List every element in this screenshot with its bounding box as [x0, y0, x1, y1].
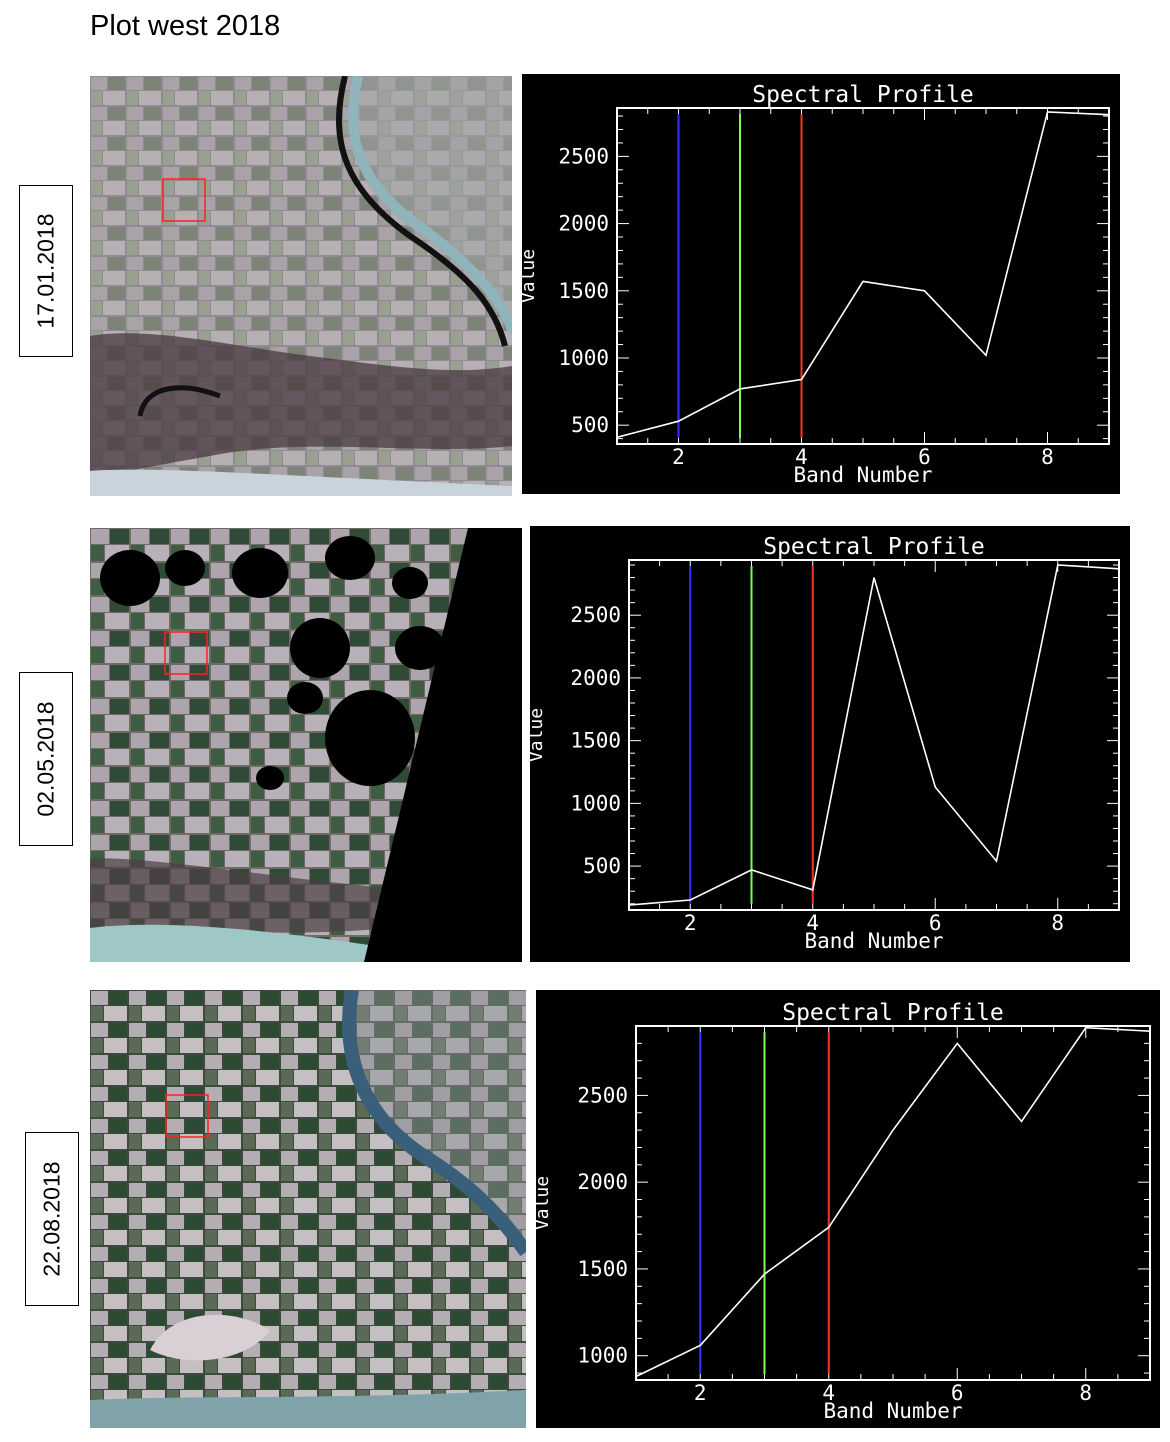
spectral-profile-line	[635, 1026, 1151, 1378]
y-tick-label: 2000	[558, 212, 609, 236]
y-tick-label: 2500	[558, 144, 609, 168]
satellite-image	[90, 990, 526, 1428]
plot-frame	[635, 1025, 1151, 1381]
plot-frame	[628, 559, 1120, 911]
y-axis-label: Value	[530, 708, 547, 762]
x-axis-label: Band Number	[804, 929, 943, 953]
x-tick-label: 6	[951, 1381, 964, 1405]
spectral-profile-chart: Spectral Profile 2 4 6 8 1000 1500 2000 2500 Band…	[536, 990, 1160, 1428]
satellite-image-graphic	[90, 76, 512, 496]
satellite-image-graphic	[90, 990, 526, 1428]
date-label: 17.01.2018	[32, 213, 59, 329]
spectral-profile-line	[616, 111, 1110, 439]
spectral-profile-chart: Spectral Profile 2 4 6 8 500 1000 1500 2000 2500 B…	[522, 74, 1120, 494]
x-tick-label: 8	[1079, 1381, 1092, 1405]
date-label-box: 17.01.2018	[19, 185, 73, 357]
y-tick-label: 500	[583, 854, 621, 878]
x-tick-label: 6	[929, 911, 942, 935]
x-tick-label: 8	[1041, 445, 1054, 469]
x-tick-label: 2	[694, 1381, 707, 1405]
chart-svg: Spectral Profile 2 4 6 8 500 1000 1500 2000 2500 B…	[522, 82, 1110, 487]
x-tick-label: 6	[918, 445, 931, 469]
date-label-box: 22.08.2018	[25, 1132, 79, 1306]
y-tick-label: 1500	[577, 1257, 628, 1281]
y-tick-label: 2500	[577, 1083, 628, 1107]
chart-svg: Spectral Profile 2 4 6 8 1000 1500 2000 2500 Band…	[536, 1000, 1151, 1423]
x-tick-label: 8	[1051, 911, 1064, 935]
x-axis-label: Band Number	[793, 463, 932, 487]
x-tick-label: 2	[684, 911, 697, 935]
page-title: Plot west 2018	[90, 10, 281, 42]
spectral-profile-chart: Spectral Profile 2 4 6 8 500 1000 1500 2000 2500 B…	[530, 526, 1130, 962]
x-axis-label: Band Number	[823, 1399, 962, 1423]
spectral-profile-line	[628, 564, 1120, 906]
x-tick-label: 4	[822, 1381, 835, 1405]
y-tick-label: 1500	[570, 729, 621, 753]
y-tick-label: 500	[571, 413, 609, 437]
x-tick-label: 4	[806, 911, 819, 935]
x-tick-label: 4	[795, 445, 808, 469]
y-tick-label: 2000	[577, 1170, 628, 1194]
y-tick-label: 1000	[577, 1344, 628, 1368]
x-tick-label: 2	[672, 445, 685, 469]
chart-title: Spectral Profile	[763, 534, 985, 560]
y-axis-label: Value	[522, 249, 539, 303]
roi-box	[164, 631, 208, 675]
roi-box	[162, 178, 206, 222]
satellite-image	[90, 76, 512, 496]
satellite-image-graphic	[90, 528, 522, 962]
satellite-image	[90, 528, 522, 962]
y-tick-label: 1000	[570, 791, 621, 815]
y-tick-label: 2000	[570, 666, 621, 690]
y-axis-label: Value	[536, 1176, 553, 1230]
date-label: 02.05.2018	[32, 701, 59, 817]
date-label: 22.08.2018	[38, 1161, 65, 1277]
chart-title: Spectral Profile	[752, 82, 974, 108]
y-tick-label: 1000	[558, 346, 609, 370]
date-label-box: 02.05.2018	[19, 672, 73, 846]
roi-box	[165, 1094, 209, 1138]
chart-title: Spectral Profile	[782, 1000, 1004, 1026]
y-tick-label: 2500	[570, 603, 621, 627]
chart-svg: Spectral Profile 2 4 6 8 500 1000 1500 2000 2500 B…	[530, 534, 1120, 953]
y-tick-label: 1500	[558, 279, 609, 303]
